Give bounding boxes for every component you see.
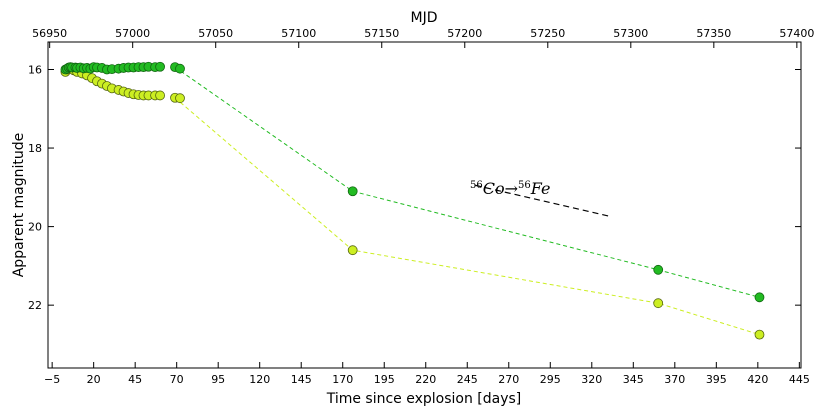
x-tick-label: −5 bbox=[44, 373, 60, 386]
x-tick-label: 320 bbox=[581, 373, 602, 386]
series-0-dashed-line bbox=[174, 66, 760, 298]
x-axis-title: Time since explosion [days] bbox=[326, 391, 522, 407]
top-tick-label: 57200 bbox=[447, 27, 482, 40]
series-1-point bbox=[653, 298, 664, 309]
series-1-point bbox=[754, 329, 765, 340]
x-tick-label: 395 bbox=[706, 373, 727, 386]
decay-annotation-text: 56Co→56Fe bbox=[470, 179, 550, 198]
x-tick-label: 370 bbox=[664, 373, 685, 386]
top-tick-label: 57000 bbox=[115, 27, 150, 40]
annotation-mass-number-fe: 56 bbox=[518, 180, 531, 191]
top-tick-label: 57050 bbox=[198, 27, 233, 40]
x-tick-label: 145 bbox=[291, 373, 312, 386]
x-tick-label: 270 bbox=[498, 373, 519, 386]
top-tick-label: 57100 bbox=[281, 27, 316, 40]
top-tick-label: 57400 bbox=[779, 27, 814, 40]
y-tick-label: 22 bbox=[28, 299, 42, 312]
x-tick-label: 95 bbox=[211, 373, 225, 386]
series-1-point bbox=[347, 245, 358, 256]
series-1-point bbox=[155, 90, 165, 101]
top-tick-label: 56950 bbox=[32, 27, 67, 40]
x-tick-label: 70 bbox=[170, 373, 184, 386]
decay-slope-line bbox=[475, 184, 609, 217]
series-0-point bbox=[653, 264, 664, 275]
x-tick-label: 170 bbox=[332, 373, 353, 386]
series-0-point bbox=[175, 63, 185, 74]
annotation-element-co: Co bbox=[483, 179, 505, 198]
top-tick-label: 57150 bbox=[364, 27, 399, 40]
annotation-element-fe: Fe bbox=[530, 179, 551, 198]
x-tick-label: 220 bbox=[415, 373, 436, 386]
y-tick-label: 18 bbox=[28, 142, 42, 155]
x-tick-label: 195 bbox=[374, 373, 395, 386]
series-1-point bbox=[175, 93, 185, 104]
top-axis-title: MJD bbox=[411, 10, 438, 26]
y-tick-label: 20 bbox=[28, 221, 42, 234]
x-tick-label: 20 bbox=[87, 373, 101, 386]
axes-layer: −5 20 45 70 95 120 145 170 195 220 245 270 295 320 345… bbox=[28, 27, 814, 386]
top-tick-label: 57350 bbox=[696, 27, 731, 40]
y-tick-label: 16 bbox=[28, 63, 42, 76]
x-tick-label: 295 bbox=[540, 373, 561, 386]
x-tick-label: 245 bbox=[457, 373, 478, 386]
x-tick-label: 345 bbox=[623, 373, 644, 386]
annotation-layer: 56Co→56Fe bbox=[470, 179, 609, 217]
top-tick-label: 57250 bbox=[530, 27, 565, 40]
series-0-point bbox=[754, 292, 765, 303]
x-tick-label: 120 bbox=[249, 373, 270, 386]
series-0-point bbox=[155, 61, 165, 72]
x-tick-label: 45 bbox=[128, 373, 142, 386]
y-axis-title: Apparent magnitude bbox=[11, 133, 27, 278]
plot-frame bbox=[47, 41, 802, 369]
x-tick-label: 420 bbox=[747, 373, 768, 386]
series-layer bbox=[60, 61, 765, 340]
series-0-point bbox=[347, 186, 358, 197]
top-tick-label: 57300 bbox=[613, 27, 648, 40]
series-1-dashed-line bbox=[174, 97, 760, 336]
x-tick-label: 445 bbox=[789, 373, 810, 386]
